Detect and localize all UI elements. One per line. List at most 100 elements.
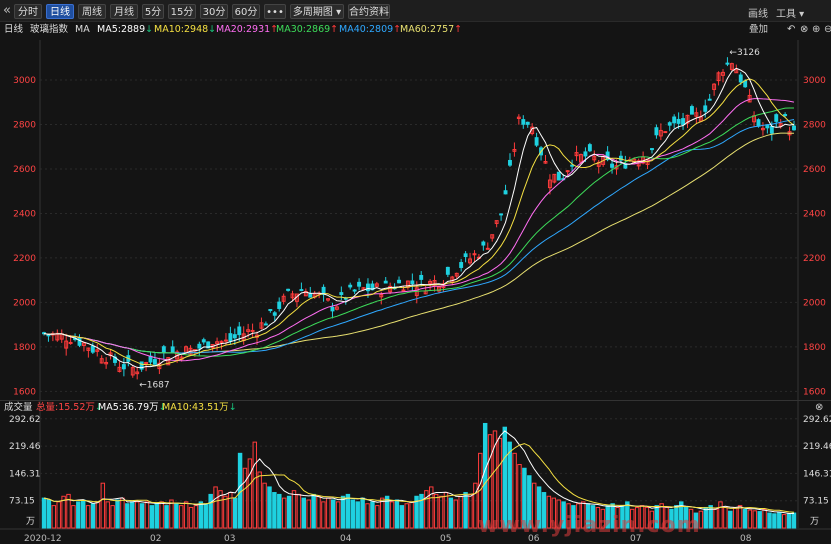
candle-body <box>614 165 619 170</box>
candle-body <box>707 98 712 101</box>
volume-bar <box>512 452 517 529</box>
candle-body <box>552 173 557 183</box>
candle-body <box>516 116 521 119</box>
volume-bar <box>634 506 640 529</box>
volume-bar <box>786 513 792 529</box>
indicator-bar: 日线 玻璃指数 MA MA5:2889↓ MA10:2948↓ MA20:293… <box>0 22 831 38</box>
candle-body <box>445 266 450 275</box>
tab-8[interactable]: ••• <box>264 4 286 19</box>
volume-bar <box>404 503 409 529</box>
tab-5[interactable]: 15分 <box>168 4 196 19</box>
draw-line-button[interactable]: 画线 <box>748 9 768 20</box>
candle-body <box>290 293 295 299</box>
high-annotation: ←3126 <box>729 48 760 58</box>
volume-bar <box>330 499 336 529</box>
volume-bar <box>306 499 311 529</box>
candle-body <box>277 301 282 309</box>
tab-9[interactable]: 多周期图 ▾ <box>290 4 344 19</box>
candle-body <box>663 131 668 134</box>
volume-bar <box>703 506 708 529</box>
tab-4[interactable]: 5分 <box>142 4 164 19</box>
time-axis-label: 07 <box>630 534 641 544</box>
tab-7[interactable]: 60分 <box>232 4 260 19</box>
candle-body <box>95 349 100 352</box>
volume-bar <box>85 505 91 529</box>
candle-body <box>219 340 224 343</box>
candle-body <box>104 361 109 365</box>
volume-bar <box>781 514 787 529</box>
volume-bar <box>791 512 797 529</box>
volume-bar <box>130 501 135 529</box>
volume-bar <box>232 497 238 529</box>
candle-body <box>583 151 588 157</box>
time-axis-label: 02 <box>150 534 161 544</box>
volume-bar <box>394 499 400 529</box>
back-icon[interactable]: « <box>3 3 11 18</box>
candle-body <box>246 329 251 332</box>
tab-3[interactable]: 月线 <box>110 4 138 19</box>
candle-body <box>658 129 663 137</box>
overlay-button[interactable]: 叠加 <box>749 24 769 35</box>
ma10-value: MA10:2948↓ <box>154 24 217 35</box>
volume-bar <box>683 506 689 529</box>
price-tick-label-left: 3000 <box>13 76 36 86</box>
volume-bar <box>438 495 444 529</box>
volume-bar <box>335 501 341 529</box>
volume-bar <box>737 505 743 529</box>
candle-body <box>667 122 672 126</box>
candle-body <box>587 144 592 152</box>
time-axis-label: 06 <box>528 534 540 544</box>
tools-button[interactable]: 工具 ▾ <box>776 9 805 20</box>
candle-body <box>46 334 51 337</box>
volume-bar <box>345 493 351 529</box>
candle-body <box>130 367 135 376</box>
candle-body <box>388 285 393 293</box>
volume-bar <box>502 426 508 529</box>
tab-6[interactable]: 30分 <box>200 4 228 19</box>
tab-10[interactable]: 合约资料 <box>348 4 390 19</box>
candle-body <box>769 125 774 134</box>
price-tick-label-left: 1600 <box>13 387 36 397</box>
candle-body <box>170 346 175 353</box>
volume-bar <box>316 495 321 529</box>
candle-body <box>499 213 504 216</box>
close-circle-icon[interactable]: ⊗ <box>800 24 809 35</box>
candle-body <box>397 279 401 284</box>
tab-1[interactable]: 日线 <box>46 4 74 19</box>
tab-0[interactable]: 分时 <box>14 4 42 19</box>
zoom-out-icon[interactable]: ⊖ <box>824 24 831 35</box>
candle-body <box>574 152 579 157</box>
volume-bar <box>80 499 86 529</box>
candle-body <box>121 364 126 370</box>
volume-bar <box>757 511 762 529</box>
volume-bar <box>257 471 262 529</box>
zoom-in-icon[interactable]: ⊕ <box>812 24 821 35</box>
volume-bar <box>203 503 208 529</box>
candle-body <box>778 123 783 127</box>
volume-bar <box>409 501 414 529</box>
volume-bar <box>693 512 699 529</box>
candle-body <box>379 293 384 298</box>
volume-bar <box>728 510 733 529</box>
volume-bar <box>708 505 713 529</box>
volume-ma5: MA5:36.79万↓ <box>98 402 167 413</box>
tab-2[interactable]: 周线 <box>78 4 106 19</box>
volume-unit-label-right: 万 <box>810 517 819 527</box>
ma5-value: MA5:2889↓ <box>97 24 154 35</box>
volume-bar <box>605 505 610 529</box>
volume-bar <box>360 497 365 529</box>
volume-bar <box>100 482 106 529</box>
close-panel-icon[interactable]: ⊗ <box>815 402 824 413</box>
ma10-line <box>43 78 795 367</box>
volume-bar <box>110 505 115 529</box>
volume-bar <box>76 501 81 529</box>
volume-bar <box>571 505 576 529</box>
volume-bar <box>517 464 522 529</box>
volume-bar <box>355 501 360 529</box>
volume-bar <box>453 499 458 529</box>
candle-body <box>348 284 353 288</box>
candle-body <box>139 361 144 370</box>
volume-bar <box>688 508 694 529</box>
undo-icon[interactable]: ↶ <box>787 24 796 35</box>
